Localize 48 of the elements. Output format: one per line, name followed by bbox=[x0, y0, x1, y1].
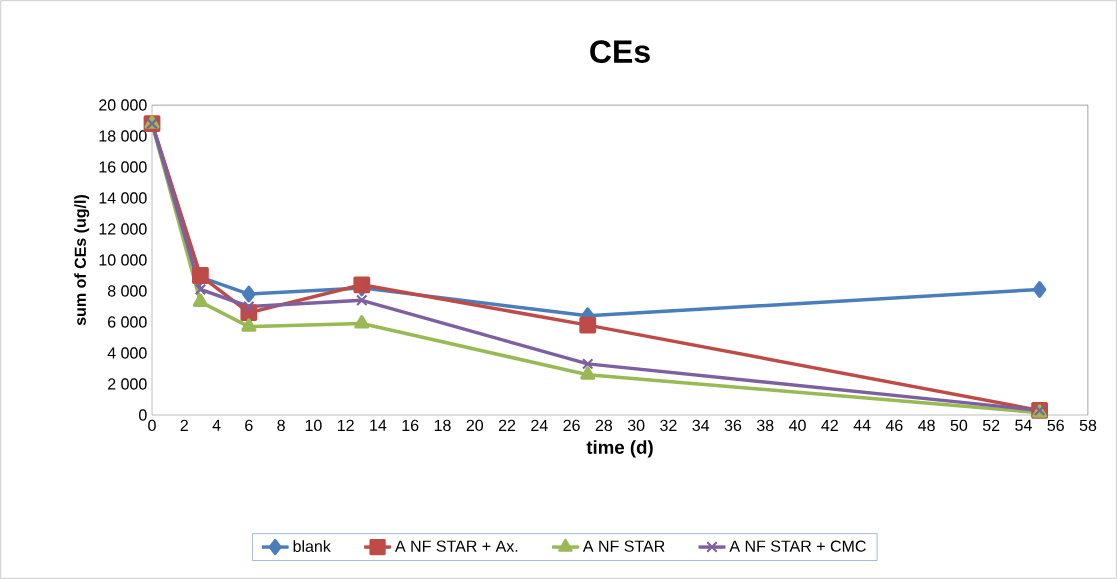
x-tick-label: 32 bbox=[660, 419, 677, 432]
y-tick-label: 4 000 bbox=[107, 347, 147, 359]
x-tick-label: 18 bbox=[434, 419, 451, 432]
x-tick-label: 20 bbox=[466, 419, 484, 432]
legend-label: blank bbox=[293, 540, 331, 552]
x-axis-title: time (d) bbox=[586, 440, 653, 458]
chart-title: CEs bbox=[590, 40, 650, 63]
y-tick-label: 14 000 bbox=[99, 192, 147, 204]
x-tick-label: 36 bbox=[724, 419, 742, 432]
x-tick-label: 48 bbox=[918, 419, 935, 432]
x-tick-label: 50 bbox=[950, 419, 968, 432]
x-tick-label: 58 bbox=[1079, 419, 1097, 432]
y-tick-label: 12 000 bbox=[99, 223, 147, 235]
y-axis-title: sum of CEs (ug/l) bbox=[74, 195, 90, 326]
y-tick-label: 18 000 bbox=[99, 130, 147, 142]
y-tick-label: 20 000 bbox=[99, 99, 147, 111]
x-tick-label: 44 bbox=[853, 419, 871, 431]
x-tick-label: 30 bbox=[627, 419, 645, 432]
legend-label: A NF STAR bbox=[582, 540, 665, 552]
x-tick-label: 12 bbox=[337, 419, 354, 431]
x-tick-label: 6 bbox=[245, 419, 253, 432]
x-tick-label: 42 bbox=[821, 419, 838, 431]
y-tick-label: 16 000 bbox=[99, 161, 147, 173]
x-tick-label: 54 bbox=[1015, 419, 1032, 431]
x-tick-label: 24 bbox=[531, 419, 548, 431]
x-tick-label: 40 bbox=[789, 419, 806, 432]
x-tick-label: 52 bbox=[982, 419, 1000, 432]
x-tick-label: 22 bbox=[498, 419, 516, 431]
legend-label: A NF STAR + Ax. bbox=[395, 540, 518, 552]
x-tick-label: 46 bbox=[885, 419, 903, 432]
x-tick-label: 8 bbox=[277, 419, 285, 432]
y-tick-label: 8 000 bbox=[107, 285, 147, 297]
legend-label: A NF STAR + CMC bbox=[729, 540, 866, 552]
x-tick-label: 56 bbox=[1047, 419, 1064, 432]
x-tick-label: 2 bbox=[180, 419, 188, 431]
y-tick-label: 10 000 bbox=[99, 254, 147, 266]
x-tick-label: 34 bbox=[692, 419, 710, 432]
y-tick-label: 2 000 bbox=[108, 378, 147, 390]
y-tick-label: 0 bbox=[139, 409, 147, 421]
x-tick-label: 4 bbox=[212, 419, 221, 431]
x-tick-label: 10 bbox=[305, 419, 322, 432]
y-tick-label: 6 000 bbox=[108, 316, 147, 328]
x-tick-label: 16 bbox=[402, 419, 419, 432]
x-tick-label: 28 bbox=[595, 419, 613, 432]
x-tick-label: 26 bbox=[563, 419, 580, 432]
x-tick-label: 38 bbox=[756, 419, 774, 432]
x-tick-label: 14 bbox=[370, 419, 387, 431]
x-tick-label: 0 bbox=[148, 419, 156, 432]
